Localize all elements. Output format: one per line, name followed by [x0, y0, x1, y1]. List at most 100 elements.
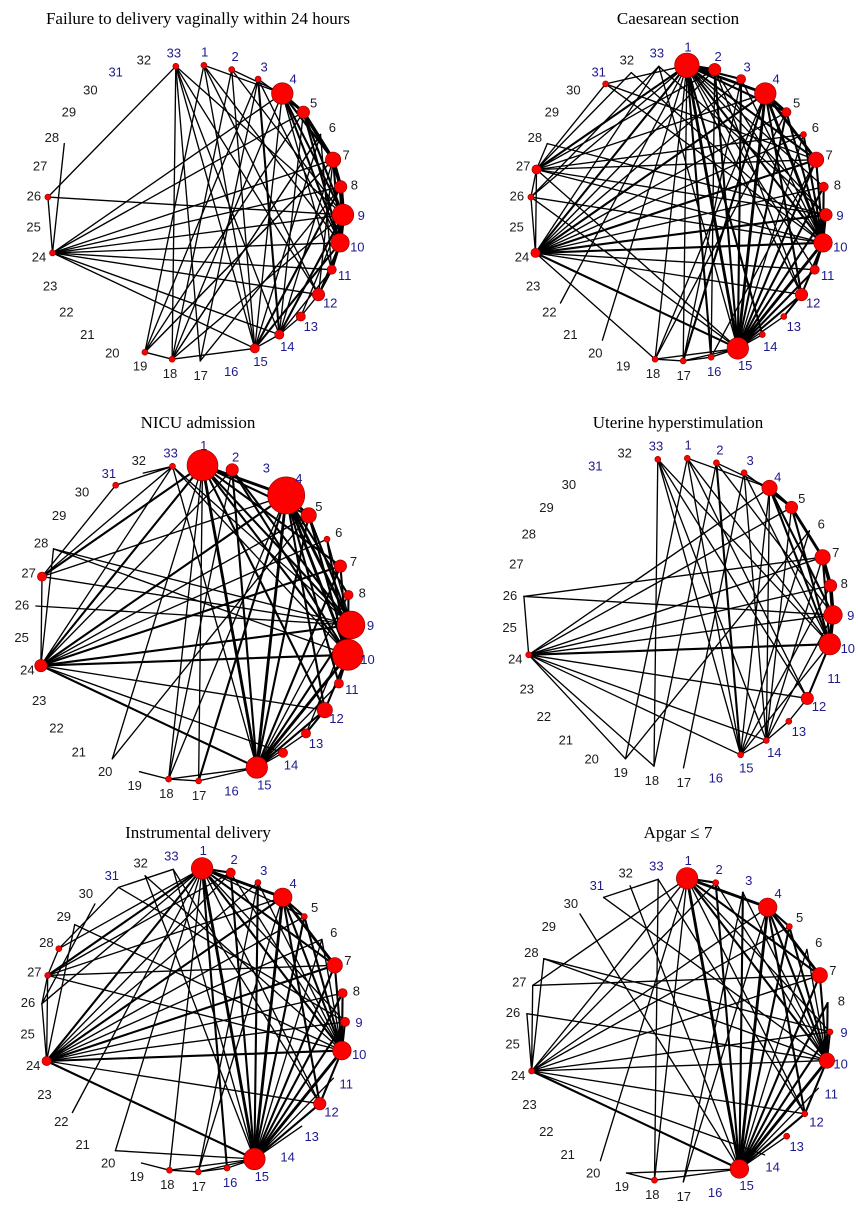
edge-4-24: [530, 906, 769, 1072]
edge-6-15: [254, 133, 322, 350]
node-label-17: 17: [677, 1189, 691, 1204]
node-31: [602, 80, 609, 88]
node-9: [826, 1028, 834, 1036]
edge-4-17: [197, 494, 288, 782]
edge-26-7: [523, 556, 824, 598]
node-label-4: 4: [774, 886, 781, 901]
edge-1-4: [203, 64, 283, 95]
edge-2-18: [167, 469, 233, 780]
edge-1-17: [682, 64, 688, 362]
node-3: [740, 469, 748, 477]
edge-1-19: [624, 457, 688, 760]
edge-6-24: [40, 538, 328, 667]
edge-1-4: [685, 876, 770, 909]
node-24: [49, 249, 56, 257]
network-panel-3: NICU admission12345678910111213141516171…: [14, 413, 374, 803]
node-label-31: 31: [590, 878, 604, 893]
node-label-10: 10: [350, 239, 364, 254]
node-group: 1234567891011121314151617181920212223242…: [20, 843, 366, 1194]
node-label-12: 12: [324, 1105, 338, 1120]
edge-26-33: [530, 65, 660, 198]
node-4: [273, 887, 293, 907]
node-13: [780, 313, 788, 320]
node-label-27: 27: [509, 556, 523, 571]
node-label-33: 33: [167, 45, 181, 60]
node-10: [330, 233, 350, 253]
edge-24-12: [528, 654, 808, 700]
node-label-15: 15: [255, 1169, 269, 1184]
node-label-7: 7: [342, 148, 349, 163]
edge-11-15: [253, 1077, 335, 1160]
edge-4-15: [737, 905, 770, 1171]
edge-24-26: [523, 595, 530, 656]
node-4: [758, 897, 778, 917]
edge-18-19: [625, 1172, 656, 1181]
node-label-20: 20: [105, 345, 119, 360]
node-label-10: 10: [360, 652, 374, 667]
node-label-22: 22: [537, 709, 551, 724]
edge-2-18: [653, 462, 718, 767]
node-label-29: 29: [542, 919, 556, 934]
node-label-5: 5: [796, 910, 803, 925]
node-label-21: 21: [560, 1147, 574, 1162]
edge-8-15: [738, 1002, 829, 1171]
node-label-24: 24: [20, 662, 34, 677]
node-label-5: 5: [793, 96, 800, 111]
edge-24-12: [40, 664, 326, 711]
node-7: [814, 549, 831, 566]
edge-17-18: [168, 1169, 199, 1173]
node-group: 1234567891011121314151617181920212223242…: [14, 438, 374, 803]
edge-7-10: [821, 556, 831, 646]
node-15: [726, 337, 749, 360]
edge-3-19: [144, 78, 259, 353]
node-label-24: 24: [511, 1068, 525, 1083]
edge-3-14: [743, 472, 767, 742]
node-label-6: 6: [818, 516, 825, 531]
node-label-19: 19: [613, 765, 627, 780]
node-label-11: 11: [338, 268, 352, 283]
node-label-31: 31: [591, 65, 605, 80]
node-label-31: 31: [105, 868, 119, 883]
edge-15-19: [625, 1168, 741, 1174]
node-label-15: 15: [257, 777, 271, 792]
node-label-8: 8: [834, 177, 841, 192]
node-label-32: 32: [137, 52, 151, 67]
node-10: [818, 1052, 835, 1069]
node-label-30: 30: [566, 82, 580, 97]
edge-5-7: [790, 505, 825, 559]
node-18: [168, 355, 176, 363]
node-label-30: 30: [79, 886, 93, 901]
node-label-28: 28: [524, 945, 538, 960]
node-14: [762, 737, 770, 744]
node-label-14: 14: [284, 757, 298, 772]
edge-5-10: [303, 915, 343, 1052]
edge-24-26: [41, 1003, 48, 1062]
edge-5-24: [530, 925, 790, 1072]
node-label-28: 28: [39, 935, 53, 950]
edge-1-18: [654, 64, 688, 360]
node-2: [225, 867, 236, 878]
node-label-9: 9: [836, 208, 843, 223]
edge-10-27: [535, 168, 824, 244]
node-17: [195, 777, 202, 785]
edge-24-8: [51, 186, 342, 254]
edge-27-7: [532, 974, 821, 987]
node-label-25: 25: [14, 630, 28, 645]
edge-3-15: [736, 78, 743, 350]
node-label-24: 24: [26, 1058, 40, 1073]
edge-24-9: [530, 1031, 831, 1072]
node-1: [675, 867, 699, 890]
edge-15-27: [535, 168, 739, 350]
edge-15-18: [167, 766, 258, 780]
node-label-6: 6: [812, 120, 819, 135]
edge-27-28: [47, 948, 60, 977]
node-7: [808, 151, 825, 168]
node-label-4: 4: [772, 72, 779, 87]
edge-30-15: [579, 913, 741, 1170]
edge-10-24: [39, 653, 349, 667]
edge-32-33: [142, 465, 174, 474]
edge-4-17: [197, 896, 284, 1173]
edge-18-6: [171, 133, 322, 360]
edge-15-24: [530, 1069, 741, 1171]
panel-title: NICU admission: [141, 413, 256, 432]
